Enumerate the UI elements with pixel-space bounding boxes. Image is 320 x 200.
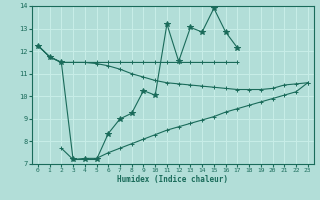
X-axis label: Humidex (Indice chaleur): Humidex (Indice chaleur)	[117, 175, 228, 184]
